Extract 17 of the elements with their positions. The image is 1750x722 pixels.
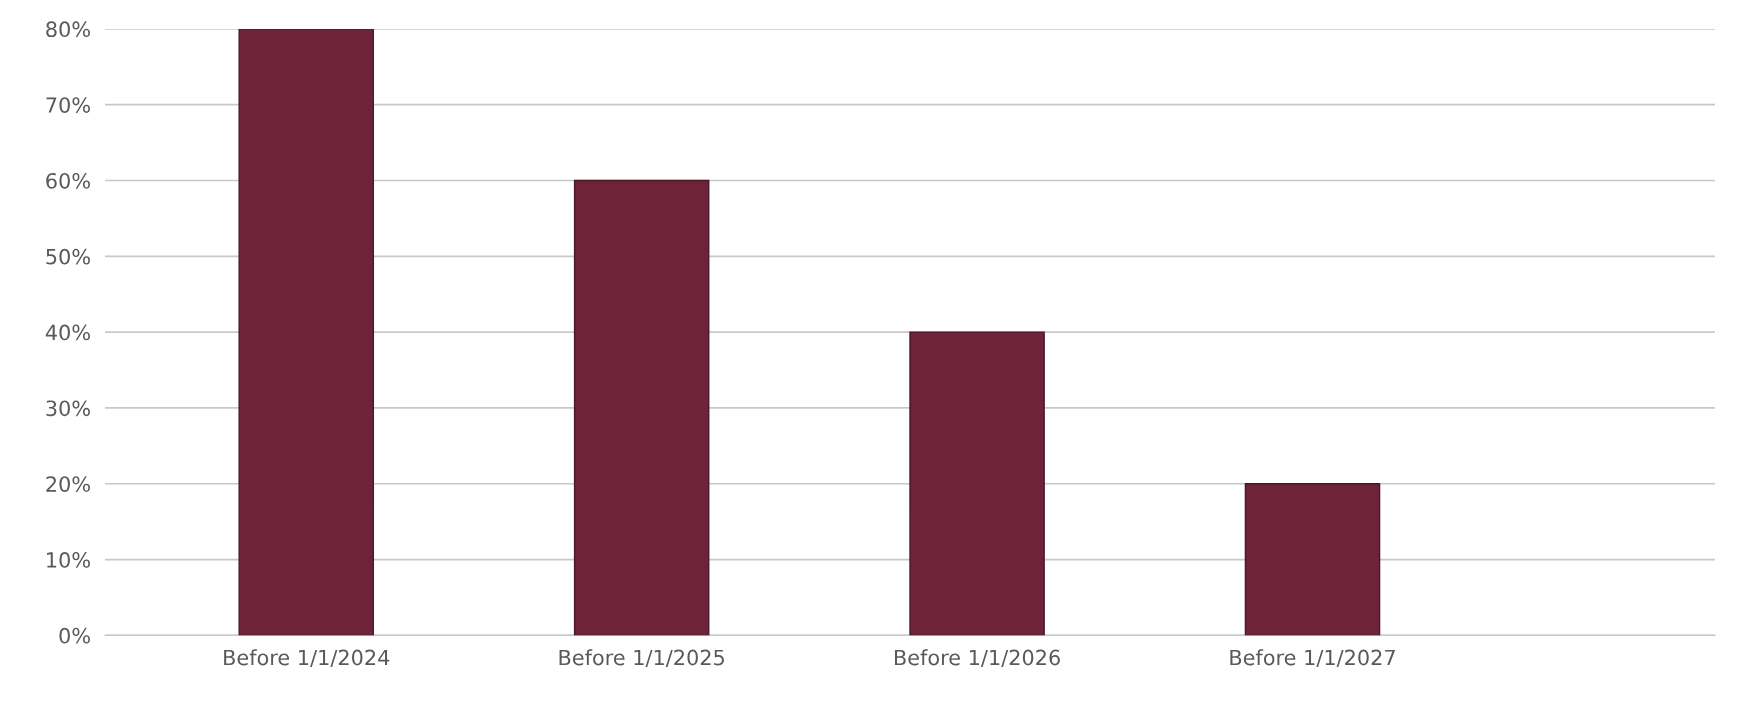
y-tick-label: 30% [46, 400, 90, 417]
y-tick-label: 80% [46, 21, 90, 38]
bar [909, 331, 1045, 636]
x-tick-label: Before 1/1/2027 [1230, 649, 1395, 668]
x-tick-label: Before 1/1/2025 [559, 649, 724, 668]
x-tick-label: Before 1/1/2026 [894, 649, 1060, 668]
bar [573, 179, 710, 636]
bar [1244, 483, 1381, 636]
x-tick-label: Before 1/1/2024 [224, 649, 390, 668]
bar [238, 28, 375, 636]
y-tick-label: 70% [46, 97, 90, 113]
y-tick-label: 60% [46, 172, 90, 189]
y-tick-label: 40% [45, 324, 90, 341]
y-tick-label: 50% [46, 248, 90, 265]
y-tick-label: 0% [59, 627, 90, 644]
y-tick-label: 20% [46, 476, 90, 492]
y-tick-label: 10% [47, 552, 90, 568]
